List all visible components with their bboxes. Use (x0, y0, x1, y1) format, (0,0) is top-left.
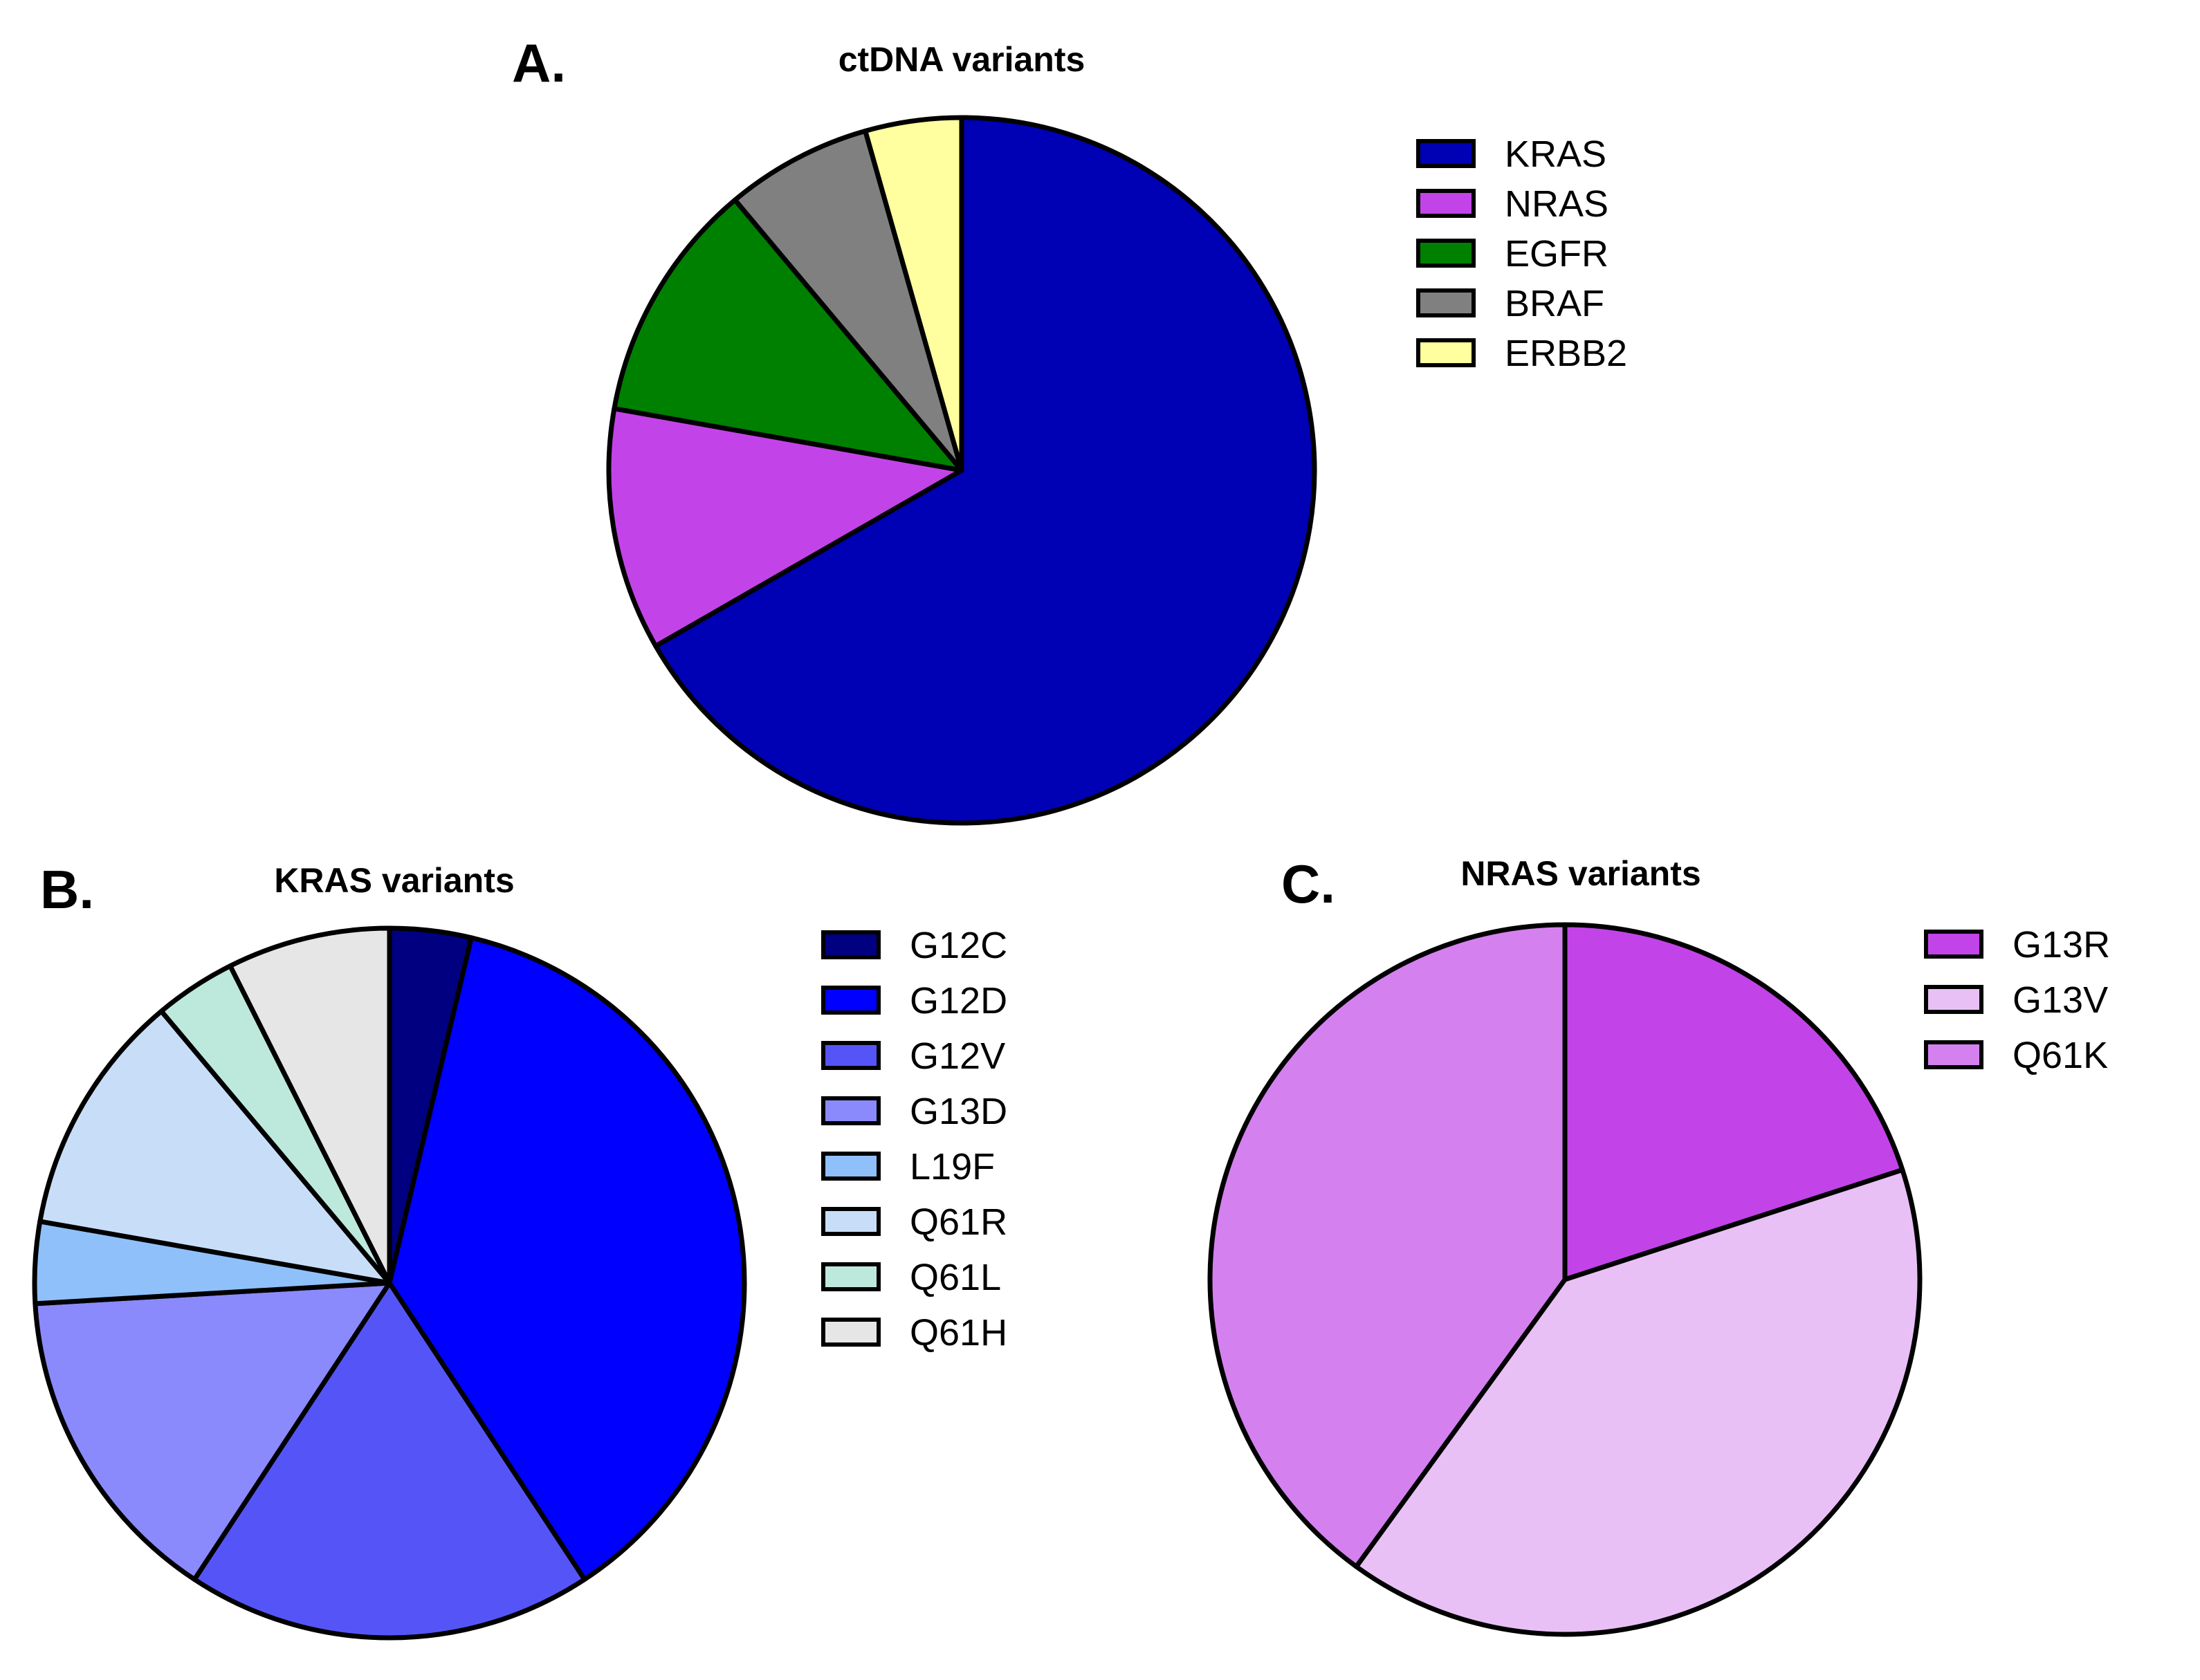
panel-b-title: KRAS variants (274, 861, 514, 900)
pie-slice-braf (732, 128, 964, 473)
legend-label-braf: BRAF (1505, 283, 1604, 324)
legend-swatch-nras (1416, 189, 1476, 218)
legend-swatch-g12v (821, 1041, 881, 1070)
legend-swatch-g13v (1924, 985, 1983, 1014)
legend-label-q61l: Q61L (910, 1257, 1001, 1298)
panel-c-pie (1207, 922, 1923, 1637)
legend-swatch-g12c (821, 930, 881, 959)
pie-slice-q61r (37, 1008, 392, 1286)
pie-slice-g12v (192, 1280, 587, 1641)
legend-label-g13d: G13D (910, 1091, 1007, 1132)
pie-slice-g13v (1353, 1167, 1923, 1637)
legend-label-g12v: G12V (910, 1035, 1005, 1077)
pie-slice-g13d (33, 1280, 392, 1582)
legend-swatch-q61h (821, 1318, 881, 1347)
panel-c-label: C. (1281, 853, 1335, 914)
legend-label-q61h: Q61H (910, 1312, 1007, 1354)
panel-a-pie (606, 115, 1317, 826)
legend-swatch-g12d (821, 986, 881, 1015)
legend-swatch-erbb2 (1416, 338, 1476, 367)
panel-a-title: ctDNA variants (838, 40, 1085, 79)
legend-label-kras: KRAS (1505, 133, 1606, 175)
panel-b-pie (32, 925, 747, 1641)
panel-a-label: A. (512, 33, 566, 93)
pie-slice-g13r (1562, 922, 1905, 1282)
panel-c-legend: G13R G13V Q61K (1924, 924, 2110, 1076)
legend-label-q61k: Q61K (2013, 1035, 2108, 1076)
panel-b-legend: G12C G12D G12V G13D L19F Q61R Q61L Q61H (821, 925, 1007, 1354)
legend-swatch-egfr (1416, 239, 1476, 268)
pie-slice-kras (653, 115, 1317, 826)
legend-label-g13v: G13V (2013, 979, 2108, 1021)
pie-slice-g12d (387, 935, 747, 1582)
panel-a: A. ctDNA variants KRAS NRAS EGFR BRAF ERBB2 (512, 33, 1627, 826)
legend-swatch-g13r (1924, 930, 1983, 959)
panel-a-legend: KRAS NRAS EGFR BRAF ERBB2 (1416, 133, 1627, 374)
legend-label-q61r: Q61R (910, 1201, 1007, 1243)
legend-label-g12d: G12D (910, 980, 1007, 1022)
legend-swatch-l19f (821, 1152, 881, 1181)
legend-label-g13r: G13R (2013, 924, 2110, 966)
pie-slice-nras (606, 406, 964, 649)
panel-c: C. NRAS variants G13R G13V Q61K (1207, 853, 2110, 1637)
legend-label-erbb2: ERBB2 (1505, 333, 1627, 374)
legend-swatch-q61r (821, 1207, 881, 1236)
legend-swatch-q61k (1924, 1040, 1983, 1069)
legend-label-l19f: L19F (910, 1146, 995, 1188)
legend-label-g12c: G12C (910, 925, 1007, 966)
pie-slice-q61k (1207, 922, 1568, 1569)
pie-slice-egfr (612, 197, 964, 473)
legend-label-nras: NRAS (1505, 183, 1608, 225)
legend-swatch-braf (1416, 288, 1476, 317)
panel-b-label: B. (40, 859, 94, 920)
pie-slice-q61h (228, 925, 392, 1286)
pie-slice-erbb2 (863, 115, 964, 473)
legend-label-egfr: EGFR (1505, 233, 1608, 275)
legend-swatch-g13d (821, 1096, 881, 1125)
panel-b: B. KRAS variants G12C G12D G12V G13D L19F Q61… (32, 859, 1007, 1641)
legend-swatch-kras (1416, 139, 1476, 168)
legend-swatch-q61l (821, 1262, 881, 1291)
panel-c-title: NRAS variants (1460, 854, 1701, 893)
